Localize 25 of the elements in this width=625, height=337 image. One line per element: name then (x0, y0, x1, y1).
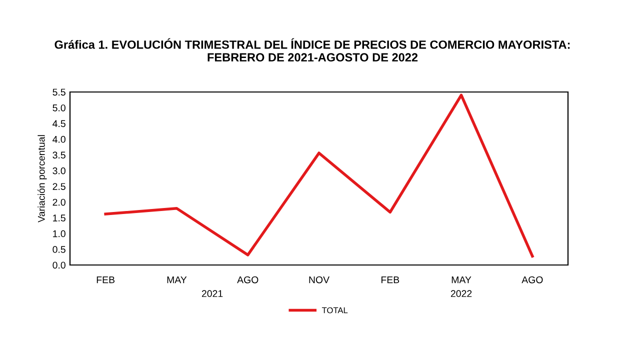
x-tick-label: MAY (167, 276, 187, 284)
y-tick-label: 1.0 (53, 230, 66, 238)
text: 2021 (202, 290, 223, 298)
y-tick-label: 2.0 (52, 198, 66, 206)
y-tick-label: 3.0 (52, 167, 66, 174)
x-tick-label: AGO (522, 276, 543, 284)
y-axis-title: Variación porcentual (38, 135, 47, 222)
chart-title: Gráfica 1. EVOLUCIÓN TRIMESTRAL DEL ÍNDICE DE PRECIOS DE COMERCIO MAYORISTA: FEBRERO DE 2021-AGOSTO DE 2022 (54, 38, 570, 62)
line-series (104, 94, 534, 258)
y-tick-label: 2.5 (52, 183, 66, 190)
x-tick-label: FEB (96, 276, 115, 284)
y-tick-label: 4.5 (52, 120, 66, 128)
x-tick-label: NOV (309, 276, 330, 284)
y-tick-label: 4.0 (52, 136, 66, 143)
x-tick-label: AGO (237, 276, 258, 284)
y-tick-label: 5.0 (52, 104, 66, 112)
y-tick-label: 1.5 (53, 214, 66, 222)
legend-label: TOTAL (322, 307, 348, 314)
y-tick-label: 5.5 (52, 88, 66, 96)
text: 2022 (450, 290, 472, 298)
y-tick-label: 0.5 (52, 246, 66, 253)
y-tick-label: 0.0 (52, 262, 66, 269)
x-tick-label: MAY (452, 276, 472, 284)
y-tick-label: 3.5 (52, 152, 66, 159)
x-tick-label: FEB (381, 276, 400, 284)
